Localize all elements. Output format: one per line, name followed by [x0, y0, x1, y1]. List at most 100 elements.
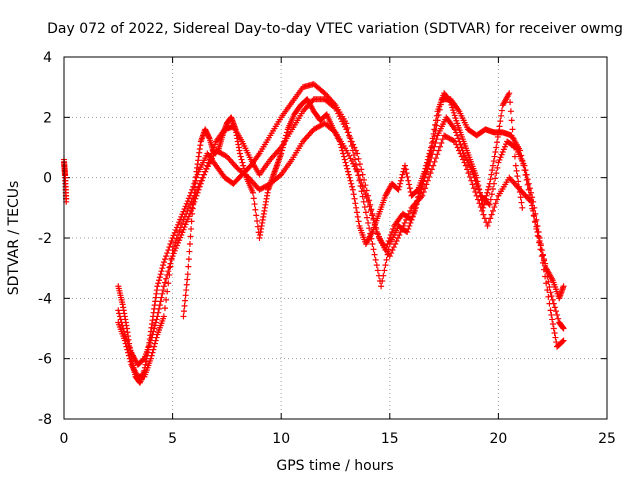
- data-point: [453, 117, 460, 124]
- data-point: [160, 259, 167, 266]
- data-point: [421, 168, 428, 175]
- data-point: [348, 180, 355, 187]
- data-point: [192, 179, 199, 186]
- series-2: [61, 96, 567, 368]
- data-point: [366, 225, 373, 232]
- data-point: [158, 268, 165, 275]
- data-point: [346, 152, 353, 159]
- data-point: [333, 107, 340, 114]
- data-point: [254, 223, 261, 230]
- data-point: [560, 283, 567, 290]
- data-point: [202, 168, 209, 175]
- data-point: [542, 262, 549, 269]
- data-point: [495, 159, 502, 166]
- data-point: [186, 248, 193, 255]
- data-point: [351, 163, 358, 170]
- y-tick-label: 4: [43, 50, 52, 66]
- data-point: [154, 283, 161, 290]
- data-point: [492, 175, 499, 182]
- data-point: [431, 143, 438, 150]
- data-point: [497, 154, 504, 161]
- data-point: [551, 304, 558, 311]
- data-point: [512, 162, 519, 169]
- data-point: [419, 192, 426, 199]
- data-point: [180, 216, 187, 223]
- data-point: [408, 216, 415, 223]
- data-point: [171, 229, 178, 236]
- x-tick-label: 10: [272, 431, 290, 447]
- data-point: [348, 138, 355, 145]
- data-point: [370, 216, 377, 223]
- data-point: [155, 280, 162, 287]
- data-point: [372, 256, 379, 263]
- data-point: [350, 152, 357, 159]
- data-point: [180, 313, 187, 320]
- data-point: [336, 138, 343, 145]
- data-point: [559, 338, 566, 345]
- data-point: [331, 104, 338, 111]
- x-axis-label: GPS time / hours: [276, 458, 393, 474]
- data-point: [430, 162, 437, 169]
- data-point: [498, 151, 505, 158]
- data-point: [508, 117, 515, 124]
- data-point: [183, 210, 190, 217]
- data-point: [383, 256, 390, 263]
- data-point: [182, 297, 189, 304]
- data-point: [521, 162, 528, 169]
- data-point: [560, 325, 567, 332]
- data-point: [497, 118, 504, 125]
- data-point: [487, 196, 494, 203]
- data-point: [355, 172, 362, 179]
- y-tick-label: -8: [38, 412, 52, 428]
- data-point: [453, 141, 460, 148]
- data-point: [511, 153, 518, 160]
- data-point: [344, 165, 351, 172]
- data-point: [544, 287, 551, 294]
- data-point: [484, 189, 491, 196]
- data-point: [341, 156, 348, 163]
- data-point: [156, 305, 163, 312]
- data-point: [374, 230, 381, 237]
- data-point: [539, 259, 546, 266]
- data-point: [451, 112, 458, 119]
- data-point: [450, 107, 457, 114]
- data-point: [507, 108, 514, 115]
- data-point: [167, 263, 174, 270]
- data-point: [455, 135, 462, 142]
- data-point: [347, 155, 354, 162]
- data-point: [537, 246, 544, 253]
- data-point: [468, 177, 475, 184]
- data-point: [422, 185, 429, 192]
- data-point: [351, 144, 358, 151]
- data-point: [394, 235, 401, 241]
- data-point: [164, 250, 171, 257]
- data-point: [159, 265, 166, 272]
- data-point: [498, 112, 505, 119]
- data-point: [185, 204, 192, 211]
- data-point: [190, 200, 197, 207]
- data-point: [250, 195, 257, 202]
- data-point: [481, 215, 488, 222]
- data-point: [158, 294, 165, 301]
- y-tick-label: -2: [38, 231, 52, 247]
- data-point: [340, 150, 347, 157]
- y-tick-label: 2: [43, 110, 52, 126]
- data-point: [551, 330, 558, 337]
- data-point: [386, 253, 393, 260]
- plot-frame: [63, 56, 608, 420]
- data-point: [493, 170, 500, 177]
- data-point: [462, 162, 469, 169]
- data-point: [437, 143, 444, 150]
- data-point: [555, 315, 562, 322]
- data-point: [208, 155, 215, 162]
- data-point: [363, 214, 370, 221]
- data-point: [489, 207, 496, 214]
- data-point: [151, 325, 158, 332]
- data-point: [435, 147, 442, 154]
- data-point: [170, 250, 177, 257]
- data-point: [548, 311, 555, 318]
- data-point: [481, 198, 488, 205]
- data-point: [237, 153, 244, 160]
- data-point: [487, 176, 494, 183]
